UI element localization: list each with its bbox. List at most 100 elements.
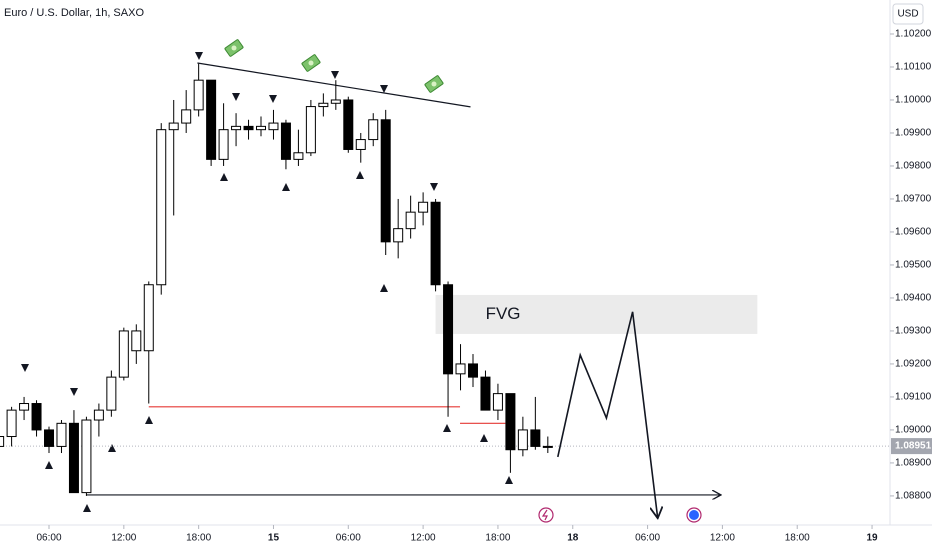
y-tick-label: 1.09200: [895, 359, 932, 370]
money-icon-dot: [308, 60, 314, 66]
y-tick-label: 1.09600: [895, 227, 932, 238]
y-tick-label: 1.10100: [895, 62, 932, 73]
currency-label: USD: [897, 9, 918, 20]
candle-body: [430, 201, 441, 286]
fractal-up: [356, 171, 364, 179]
x-tick-label: 06:00: [336, 533, 361, 544]
candle-body: [93, 409, 104, 421]
candle-body: [168, 122, 179, 131]
last-price-box: [891, 438, 932, 455]
fractal-up: [108, 444, 116, 452]
fractal-down: [430, 183, 438, 191]
candle-body: [492, 393, 503, 411]
candle-body: [6, 409, 17, 438]
candle-body: [44, 429, 55, 447]
fractal-up: [282, 183, 290, 191]
trend-line: [197, 62, 471, 108]
x-tick-label: 06:00: [36, 533, 61, 544]
candle-body: [455, 363, 466, 375]
candle-body: [131, 330, 142, 352]
candle-body: [505, 393, 516, 451]
candle-body: [480, 376, 491, 411]
candle-body: [355, 139, 366, 150]
event-icon[interactable]: [538, 507, 554, 523]
x-tick-label: 15: [268, 533, 280, 544]
last-price-label: 1.08951: [895, 441, 932, 452]
fractal-up: [380, 284, 388, 292]
fractal-down: [269, 95, 277, 103]
fractal-down: [70, 388, 78, 396]
fractal-up: [145, 416, 153, 424]
fractal-up: [45, 461, 53, 469]
y-tick-label: 1.10200: [895, 29, 932, 40]
fractal-down: [21, 364, 29, 372]
y-tick-label: 1.09800: [895, 161, 932, 172]
candle-body: [293, 152, 304, 160]
y-tick-label: 1.08900: [895, 458, 932, 469]
money-icon-dot: [231, 45, 237, 51]
fractal-down: [380, 85, 388, 93]
candle-body: [467, 363, 478, 378]
fractal-down: [232, 93, 240, 101]
candle-body: [517, 429, 528, 451]
candle-body: [542, 445, 553, 448]
x-tick-label: 18: [567, 533, 579, 544]
candle-body: [0, 436, 5, 447]
candle-body: [231, 125, 242, 131]
candle-body: [343, 99, 354, 150]
candle-body: [218, 129, 229, 160]
event-icon-bolt: [541, 509, 548, 521]
candle-body: [443, 284, 454, 375]
candle-body: [31, 403, 42, 431]
x-tick-label: 18:00: [785, 533, 810, 544]
fractal-down: [331, 71, 339, 79]
x-tick-label: 12:00: [111, 533, 136, 544]
candle-body: [193, 79, 204, 111]
y-tick-label: 1.09700: [895, 194, 932, 205]
fvg-label: FVG: [486, 304, 521, 323]
fractal-up: [505, 476, 513, 484]
candle-body: [68, 422, 79, 494]
x-tick-label: 19: [866, 533, 878, 544]
event-icon-flag: [689, 510, 699, 520]
decorations: [21, 39, 513, 512]
candle-body: [106, 376, 117, 411]
fractal-up: [443, 424, 451, 432]
candle-body: [206, 79, 217, 160]
currency-button[interactable]: [892, 3, 924, 25]
candle-body: [19, 403, 30, 411]
candle-body: [118, 330, 129, 378]
fractal-up: [480, 434, 488, 442]
candle-body: [143, 284, 154, 352]
fractal-up: [220, 173, 228, 181]
candle-body: [318, 102, 329, 108]
x-tick-label: 12:00: [710, 533, 735, 544]
x-tick-label: 18:00: [186, 533, 211, 544]
fractal-down: [195, 52, 203, 60]
candle-body: [243, 125, 254, 131]
candle-body: [368, 119, 379, 141]
candle-body: [156, 129, 167, 286]
candle-body: [530, 429, 541, 447]
candle-body: [256, 125, 267, 131]
x-tick-label: 12:00: [411, 533, 436, 544]
candle-body: [393, 228, 404, 243]
chart-title: Euro / U.S. Dollar, 1h, SAXO: [4, 7, 144, 19]
candle-body: [181, 109, 192, 124]
x-tick-label: 18:00: [485, 533, 510, 544]
candle-body: [280, 122, 291, 160]
y-tick-label: 1.10000: [895, 95, 932, 106]
y-tick-label: 1.08800: [895, 491, 932, 502]
y-tick-label: 1.09300: [895, 326, 932, 337]
y-tick-label: 1.09100: [895, 392, 932, 403]
y-tick-label: 1.09900: [895, 128, 932, 139]
candle-body: [405, 211, 416, 230]
x-tick-label: 06:00: [635, 533, 660, 544]
candle-body: [268, 122, 279, 131]
candle-body: [330, 99, 341, 104]
y-tick-label: 1.09400: [895, 293, 932, 304]
y-tick-label: 1.09000: [895, 425, 932, 436]
y-tick-label: 1.09500: [895, 260, 932, 271]
